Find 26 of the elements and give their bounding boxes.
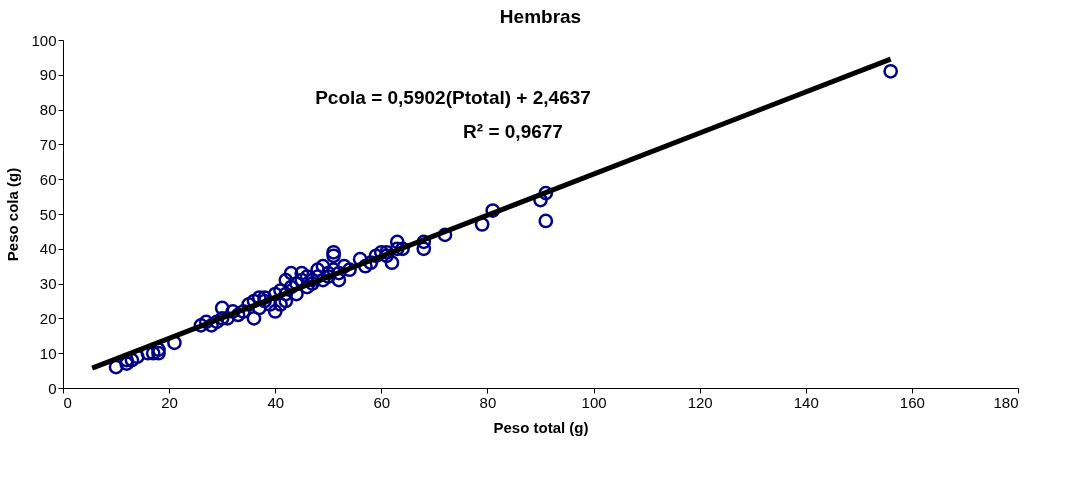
x-tick-label: 80 bbox=[479, 393, 497, 411]
x-tick-label: 160 bbox=[899, 393, 925, 411]
x-axis-title: Peso total (g) bbox=[493, 418, 589, 436]
x-tick-label: 0 bbox=[63, 393, 72, 411]
y-tick-label: 20 bbox=[39, 309, 57, 327]
y-tick-label: 90 bbox=[39, 66, 57, 84]
y-tick-label: 30 bbox=[39, 275, 57, 293]
y-tick-label: 70 bbox=[39, 135, 57, 153]
y-tick-label: 0 bbox=[48, 379, 57, 397]
y-tick-label: 50 bbox=[39, 205, 57, 223]
x-tick-label: 20 bbox=[161, 393, 178, 411]
x-tick-label: 40 bbox=[267, 393, 285, 411]
x-tick-label: 180 bbox=[993, 393, 1019, 411]
x-tick-label: 140 bbox=[793, 393, 819, 411]
chart-title: Hembras bbox=[499, 6, 582, 27]
y-axis-title: Peso cola (g) bbox=[4, 167, 22, 262]
y-tick-label: 40 bbox=[39, 240, 57, 258]
annotation: R² = 0,9677 bbox=[463, 121, 563, 142]
x-tick-label: 120 bbox=[687, 393, 713, 411]
y-tick-label: 80 bbox=[39, 101, 57, 119]
y-tick-label: 10 bbox=[39, 344, 57, 362]
x-tick-label: 100 bbox=[581, 393, 607, 411]
y-tick-label: 60 bbox=[39, 170, 57, 188]
x-tick-label: 60 bbox=[373, 393, 391, 411]
y-tick-label: 100 bbox=[31, 31, 57, 49]
annotation: Pcola = 0,5902(Ptotal) + 2,4637 bbox=[315, 87, 591, 108]
